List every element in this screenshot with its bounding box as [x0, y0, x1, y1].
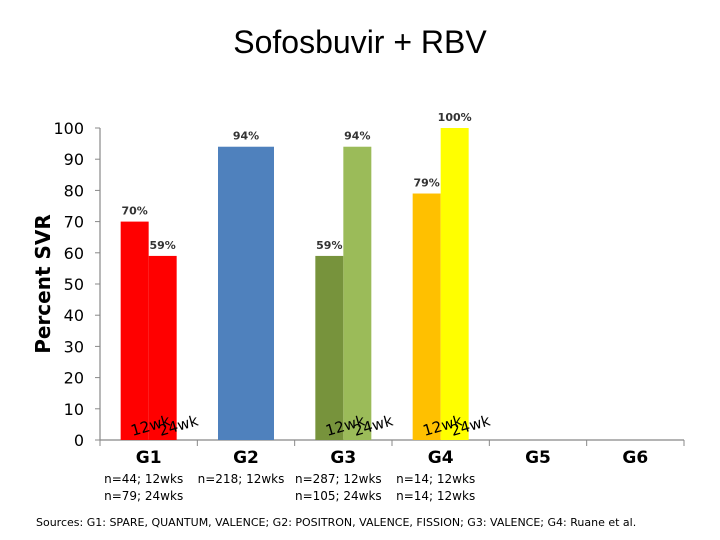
y-tick-label: 20 — [64, 369, 84, 388]
bar-value-label: 94% — [233, 130, 259, 143]
x-tick-label: G5 — [525, 448, 551, 468]
bar — [218, 146, 274, 440]
y-tick-label: 90 — [64, 150, 84, 169]
chart-axes — [95, 127, 685, 446]
bar — [120, 221, 149, 440]
bar — [315, 255, 344, 440]
y-axis-label: Percent SVR — [31, 214, 55, 354]
bar-value-label: 70% — [121, 205, 147, 218]
source-note: Sources: G1: SPARE, QUANTUM, VALENCE; G2… — [36, 516, 637, 529]
bar-value-label: 100% — [438, 111, 472, 124]
bar — [412, 193, 441, 440]
y-tick-label: 100 — [53, 119, 84, 138]
y-tick-label: 70 — [64, 213, 84, 232]
y-tick-label: 50 — [64, 275, 84, 294]
sample-size-note: n=105; 24wks — [295, 489, 382, 503]
x-tick-label: G6 — [622, 448, 648, 468]
bar-value-label: 79% — [413, 177, 439, 190]
bar-value-label: 94% — [344, 130, 370, 143]
sample-size-note: n=287; 12wks — [295, 472, 382, 486]
y-tick-label: 60 — [64, 244, 84, 263]
y-tick-label: 80 — [64, 181, 84, 200]
bar — [440, 128, 469, 440]
sample-size-note: n=218; 12wks — [198, 472, 285, 486]
bar-value-label: 59% — [149, 239, 175, 252]
bar — [148, 255, 177, 440]
x-tick-label: G3 — [330, 448, 356, 468]
x-tick-label: G4 — [428, 448, 454, 468]
y-tick-label: 10 — [64, 400, 84, 419]
bar-value-label: 59% — [316, 239, 342, 252]
x-tick-label: G1 — [136, 448, 162, 468]
sample-size-note: n=44; 12wks — [104, 472, 183, 486]
sample-size-note: n=14; 12wks — [396, 472, 475, 486]
y-tick-label: 30 — [64, 337, 84, 356]
y-tick-label: 40 — [64, 306, 84, 325]
y-tick-label: 0 — [74, 431, 84, 450]
bar — [343, 146, 372, 440]
x-tick-label: G2 — [233, 448, 259, 468]
sample-size-note: n=14; 12wks — [396, 489, 475, 503]
sample-size-note: n=79; 24wks — [104, 489, 183, 503]
chart-bars — [120, 128, 469, 440]
chart-title: Sofosbuvir + RBV — [233, 24, 487, 60]
